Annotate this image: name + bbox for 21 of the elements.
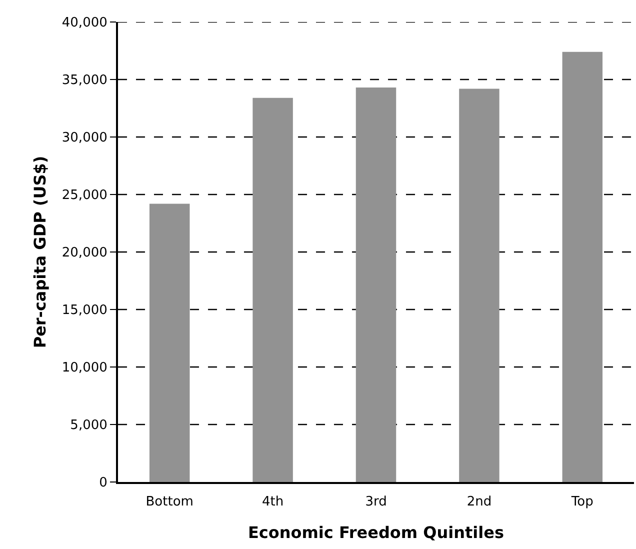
y-tick-label: 40,000 [62, 16, 108, 31]
x-axis-title: Economic Freedom Quintiles [248, 522, 504, 542]
y-axis-title: Per-capita GDP (US$) [30, 156, 50, 348]
bar [459, 88, 500, 482]
y-tick-label: 5,000 [70, 418, 108, 434]
bar [252, 98, 293, 482]
x-tick-label: 3rd [365, 494, 387, 510]
y-tick-label: 15,000 [62, 303, 108, 318]
y-tick-label: 35,000 [62, 73, 108, 88]
y-tick-label: 0 [99, 476, 108, 491]
x-tick-label: 4th [262, 494, 284, 510]
bar [149, 204, 190, 482]
y-tick-label: 30,000 [62, 130, 108, 146]
bar [562, 52, 603, 482]
bar [356, 88, 396, 482]
x-tick-label: Top [570, 494, 594, 510]
y-tick-label: 10,000 [62, 360, 108, 376]
y-tick-label: 25,000 [62, 188, 108, 204]
x-tick-label: Bottom [146, 494, 194, 510]
x-tick-label: 2nd [466, 494, 492, 510]
y-tick-label: 20,000 [62, 246, 108, 261]
